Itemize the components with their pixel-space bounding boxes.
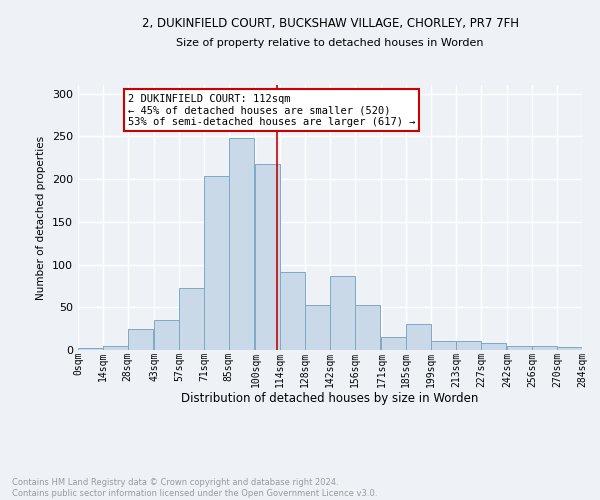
Bar <box>557 346 582 350</box>
X-axis label: Distribution of detached houses by size in Worden: Distribution of detached houses by size … <box>181 392 479 405</box>
Text: Size of property relative to detached houses in Worden: Size of property relative to detached ho… <box>176 38 484 48</box>
Bar <box>305 304 330 350</box>
Bar <box>78 348 103 350</box>
Bar <box>481 343 506 350</box>
Text: Contains HM Land Registry data © Crown copyright and database right 2024.
Contai: Contains HM Land Registry data © Crown c… <box>12 478 377 498</box>
Bar <box>229 138 254 350</box>
Bar <box>179 288 204 350</box>
Bar <box>382 337 406 350</box>
Bar <box>355 304 380 350</box>
Bar <box>154 320 179 350</box>
Text: 2 DUKINFIELD COURT: 112sqm
← 45% of detached houses are smaller (520)
53% of sem: 2 DUKINFIELD COURT: 112sqm ← 45% of deta… <box>128 94 415 126</box>
Bar <box>532 346 557 350</box>
Bar <box>431 340 456 350</box>
Bar <box>256 164 280 350</box>
Bar <box>330 276 355 350</box>
Bar <box>103 346 128 350</box>
Bar <box>204 176 229 350</box>
Text: 2, DUKINFIELD COURT, BUCKSHAW VILLAGE, CHORLEY, PR7 7FH: 2, DUKINFIELD COURT, BUCKSHAW VILLAGE, C… <box>142 18 518 30</box>
Y-axis label: Number of detached properties: Number of detached properties <box>37 136 46 300</box>
Bar <box>406 324 431 350</box>
Bar <box>456 340 481 350</box>
Bar <box>508 346 532 350</box>
Bar <box>128 328 152 350</box>
Bar <box>280 272 305 350</box>
